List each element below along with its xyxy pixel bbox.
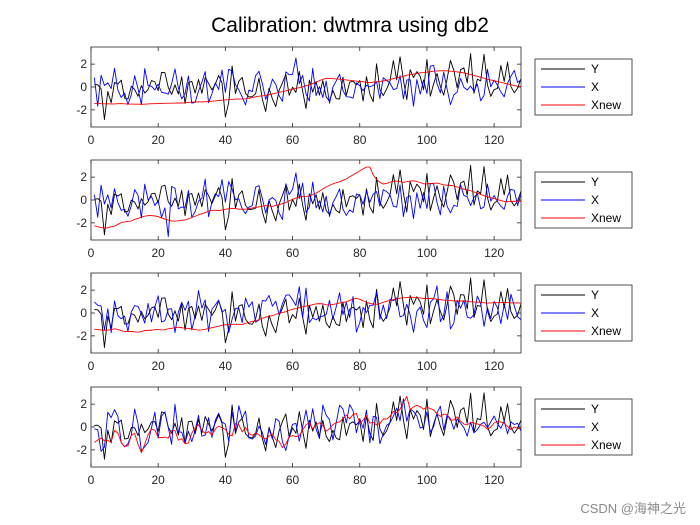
legend-label-y: Y xyxy=(591,402,599,416)
y-tick-label: 0 xyxy=(80,420,87,434)
x-tick-label: 40 xyxy=(219,359,233,373)
x-tick-label: 20 xyxy=(152,133,166,147)
x-tick-label: 40 xyxy=(219,473,233,487)
x-tick-label: 100 xyxy=(417,473,437,487)
y-tick-label: -2 xyxy=(76,216,87,230)
series-line-x xyxy=(93,57,521,107)
y-tick-label: -2 xyxy=(76,443,87,457)
legend-label-xnew: Xnew xyxy=(591,98,621,112)
legend-label-y: Y xyxy=(591,62,599,76)
series-line-x xyxy=(93,172,521,238)
x-tick-label: 40 xyxy=(219,246,233,260)
y-tick-label: 2 xyxy=(80,283,87,297)
subplot-4: 0 20 40 60 80 100 120 -2 0 2 YX Xnew xyxy=(76,386,633,487)
x-tick-label: 20 xyxy=(152,246,166,260)
x-tick-label: 60 xyxy=(286,473,300,487)
subplot-2: 0 20 40 60 80 100 120 -2 0 2 YX Xnew xyxy=(76,159,633,260)
y-tick-label: 2 xyxy=(80,57,87,71)
series-line-y xyxy=(94,53,521,121)
y-tick-label: 2 xyxy=(80,397,87,411)
legend-label-x: X xyxy=(591,80,599,94)
x-tick-label: 60 xyxy=(286,359,300,373)
x-tick-label: 100 xyxy=(417,133,437,147)
x-tick-label: 60 xyxy=(286,246,300,260)
series-line-y xyxy=(94,277,521,348)
series-group xyxy=(93,165,521,238)
legend-label-xnew: Xnew xyxy=(591,211,621,225)
x-tick-label: 20 xyxy=(152,359,166,373)
series-line-y xyxy=(94,165,521,236)
watermark-text: CSDN @海神之光 xyxy=(580,501,686,516)
series-line-xnew xyxy=(94,166,521,229)
y-tick-label: 2 xyxy=(80,170,87,184)
x-tick-label: 100 xyxy=(417,359,437,373)
y-tick-label: 0 xyxy=(80,80,87,94)
plot-area xyxy=(91,47,521,127)
x-tick-label: 80 xyxy=(353,246,367,260)
y-tick-label: 0 xyxy=(80,193,87,207)
plot-area xyxy=(91,160,521,240)
series-line-xnew xyxy=(94,296,521,333)
series-group xyxy=(94,277,521,348)
x-tick-label: 0 xyxy=(88,246,95,260)
y-tick-label: -2 xyxy=(76,103,87,117)
x-tick-label: 40 xyxy=(219,133,233,147)
legend-label-y: Y xyxy=(591,288,599,302)
legend-label-x: X xyxy=(591,193,599,207)
x-tick-label: 20 xyxy=(152,473,166,487)
x-tick-label: 80 xyxy=(353,133,367,147)
x-tick-label: 0 xyxy=(88,133,95,147)
x-tick-label: 120 xyxy=(484,246,504,260)
plot-area xyxy=(91,387,521,467)
legend-label-x: X xyxy=(591,306,599,320)
legend-label-x: X xyxy=(591,420,599,434)
y-tick-label: 0 xyxy=(80,306,87,320)
legend: YX Xnew xyxy=(534,398,633,456)
x-tick-label: 0 xyxy=(88,473,95,487)
subplot-3: 0 20 40 60 80 100 120 -2 0 2 YX Xnew xyxy=(76,272,633,373)
y-tick-label: -2 xyxy=(76,329,87,343)
x-tick-label: 120 xyxy=(484,359,504,373)
x-tick-label: 120 xyxy=(484,473,504,487)
series-group xyxy=(93,53,521,121)
series-line-xnew xyxy=(94,70,521,105)
subplot-1: 0 20 40 60 80 100 120 -2 0 2 YX Xnew xyxy=(76,46,633,147)
x-tick-label: 80 xyxy=(353,473,367,487)
x-tick-label: 100 xyxy=(417,246,437,260)
x-tick-label: 60 xyxy=(286,133,300,147)
series-group xyxy=(94,392,521,460)
series-line-x xyxy=(94,398,521,452)
x-tick-label: 0 xyxy=(88,359,95,373)
legend-label-xnew: Xnew xyxy=(591,438,621,452)
series-line-xnew xyxy=(94,396,521,454)
legend: YX Xnew xyxy=(534,171,633,229)
figure-title: Calibration: dwtmra using db2 xyxy=(211,14,489,37)
x-tick-label: 80 xyxy=(353,359,367,373)
legend: YX Xnew xyxy=(534,58,633,116)
legend-label-xnew: Xnew xyxy=(591,324,621,338)
legend-label-y: Y xyxy=(591,175,599,189)
x-tick-label: 120 xyxy=(484,133,504,147)
legend: YX Xnew xyxy=(534,284,633,342)
